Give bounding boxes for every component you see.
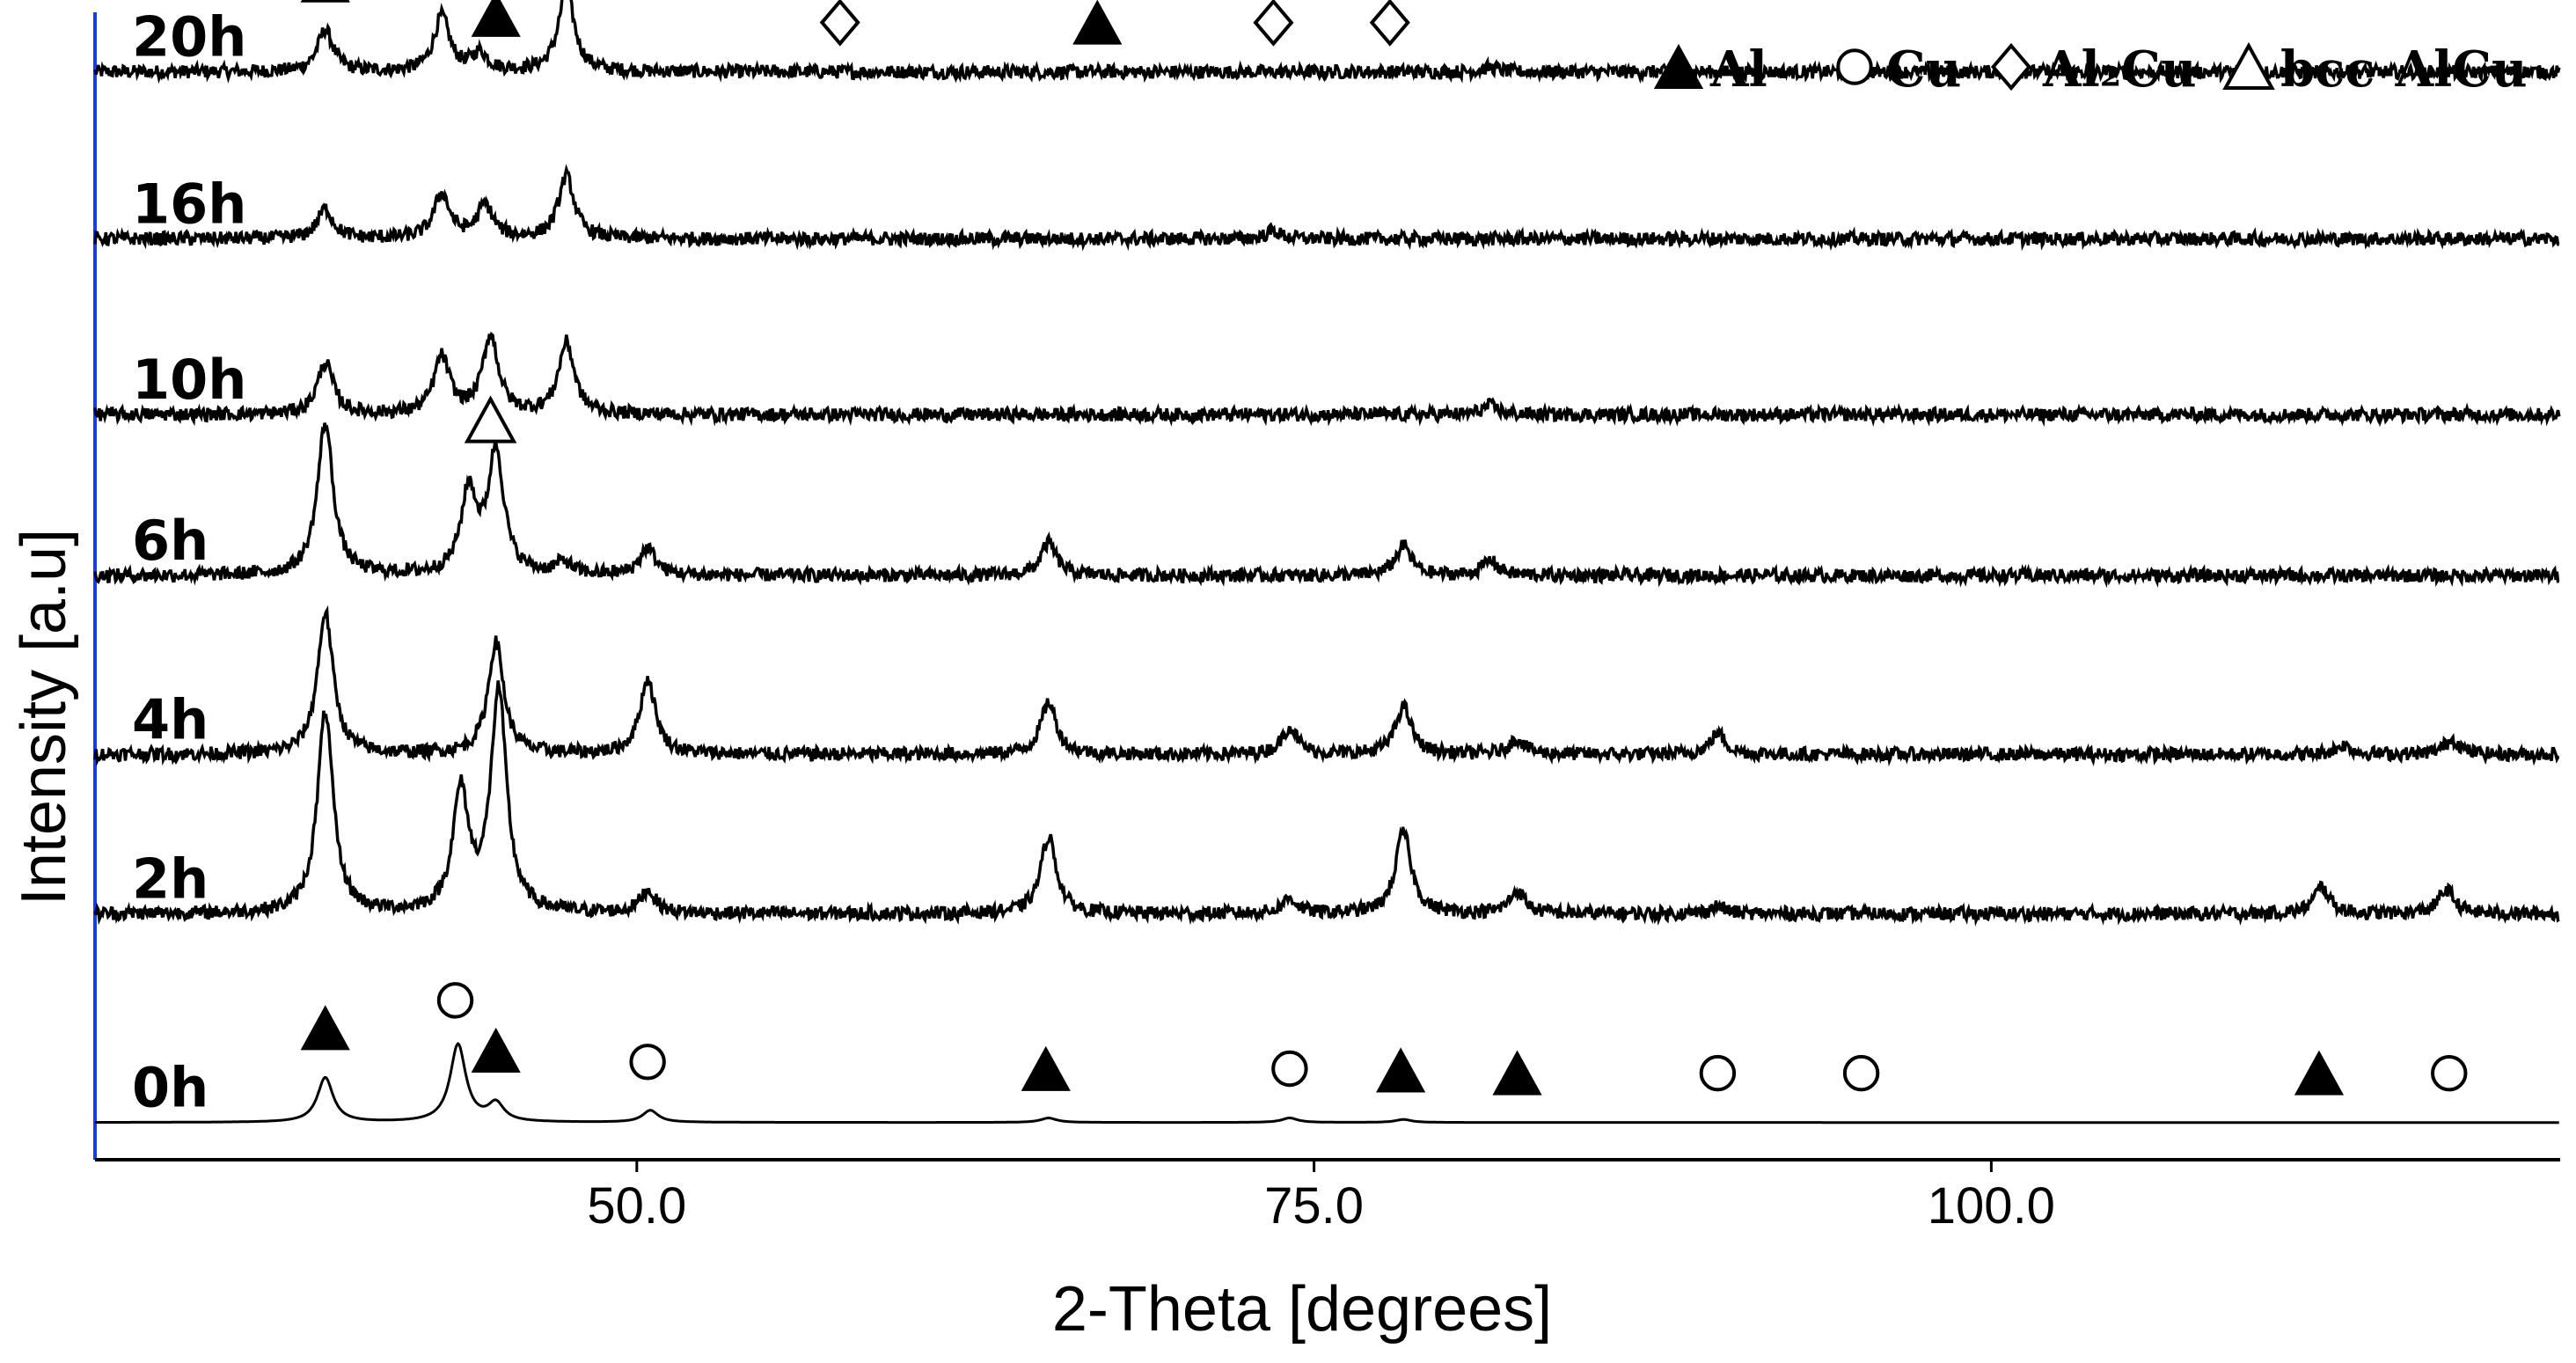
phase-marker-al-20h-5 — [1072, 0, 1123, 45]
plot-frame — [93, 12, 2560, 1161]
legend-symbol-0 — [1653, 43, 1704, 89]
series-line-20h — [93, 0, 2561, 84]
phase-marker-al-0h-15 — [1376, 1047, 1426, 1093]
phase-marker-cu-0h-17 — [1699, 1054, 1737, 1092]
legend-label-3: bcc-AlCu — [2280, 40, 2528, 99]
series-label-20h: 20h — [132, 5, 246, 70]
x-axis-title: 2-Theta [degrees] — [1052, 1274, 1552, 1345]
phase-marker-al2cu-20h-4 — [819, 0, 860, 47]
phase-marker-bcc-alcu-6h-8 — [464, 395, 517, 443]
legend-symbol-3 — [2222, 41, 2275, 90]
phase-marker-cu-0h-18 — [1842, 1054, 1880, 1092]
series-layer — [93, 0, 2561, 1125]
phase-marker-al2cu-20h-6 — [1253, 0, 1294, 47]
series-line-2h — [93, 680, 2560, 927]
x-tick-layer: 50.0 75.0 100.0 — [587, 1160, 2055, 1235]
phase-marker-al-0h-11 — [471, 1027, 521, 1073]
legend-label-0: Al — [1709, 40, 1767, 99]
x-tick-label-0: 50.0 — [587, 1177, 686, 1235]
phase-marker-cu-0h-10 — [436, 982, 474, 1019]
phase-marker-cu-0h-14 — [1271, 1050, 1308, 1088]
phase-marker-cu-0h-20 — [2431, 1054, 2468, 1092]
phase-marker-al-0h-19 — [2294, 1050, 2345, 1096]
legend-symbol-1 — [1836, 48, 1873, 85]
phase-marker-layer — [300, 0, 2468, 1096]
phase-marker-cu-0h-12 — [629, 1044, 666, 1081]
phase-marker-al-20h-2 — [471, 0, 521, 37]
series-line-4h — [93, 605, 2560, 767]
series-label-6h: 6h — [132, 509, 209, 573]
legend-label-1: Cu — [1886, 40, 1961, 99]
series-label-10h: 10h — [132, 348, 246, 412]
series-label-2h: 2h — [132, 847, 209, 912]
x-tick-label-1: 75.0 — [1264, 1177, 1364, 1235]
phase-marker-al-0h-9 — [300, 1005, 350, 1051]
y-axis-title: Intensity [a.u] — [9, 529, 79, 905]
series-line-16h — [93, 164, 2560, 252]
series-line-0h — [95, 1042, 2559, 1125]
x-tick-label-2: 100.0 — [1928, 1177, 2055, 1235]
series-label-16h: 16h — [132, 172, 246, 236]
legend: Al Cu Al₂Cu bcc-AlCu — [1653, 40, 2528, 99]
phase-marker-al-0h-13 — [1021, 1045, 1071, 1091]
series-label-4h: 4h — [132, 687, 209, 751]
series-line-6h — [93, 422, 2560, 589]
phase-marker-al-20h-0 — [300, 0, 350, 3]
series-line-10h — [93, 331, 2561, 428]
series-label-layer: 20h 16h 10h 6h 4h 2h 0h — [132, 5, 246, 1120]
legend-label-2: Al₂Cu — [2042, 40, 2197, 99]
series-label-0h: 0h — [132, 1056, 209, 1120]
legend-symbol-2 — [1990, 42, 2032, 92]
phase-marker-al2cu-20h-7 — [1369, 0, 1410, 47]
phase-marker-al-0h-16 — [1492, 1050, 1542, 1096]
